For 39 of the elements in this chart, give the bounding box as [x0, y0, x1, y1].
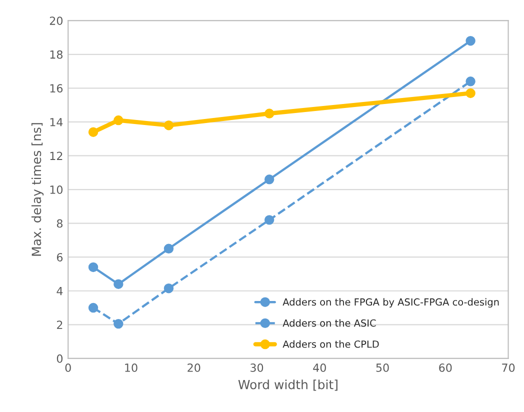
x-tick-label: 70	[502, 363, 515, 372]
point	[164, 244, 174, 254]
point	[88, 127, 98, 137]
point	[114, 279, 124, 289]
x-tick-label: 50	[376, 363, 389, 372]
y-tick-label: 12	[50, 152, 62, 160]
y-tick-label: 20	[50, 16, 63, 25]
point	[114, 318, 124, 329]
point	[264, 108, 274, 118]
y-tick-label: 18	[50, 50, 62, 59]
point	[264, 174, 274, 184]
legend-label: Adders on the FPGA by ASIC-FPGA co-design	[282, 298, 499, 308]
point	[466, 88, 476, 98]
point	[164, 120, 174, 130]
y-tick-label: 10	[50, 185, 63, 194]
x-axis-title: Word width [bit]	[238, 380, 338, 391]
x-tick-label: 30	[250, 363, 264, 372]
y-tick-label: 0	[56, 354, 63, 363]
x-tick-label: 20	[188, 363, 200, 372]
point	[466, 36, 476, 46]
point	[264, 215, 274, 225]
x-tick-label: 40	[313, 363, 326, 372]
y-tick-label: 6	[56, 253, 63, 262]
y-tick-label: 4	[56, 286, 63, 296]
y-tick-label: 14	[50, 118, 63, 126]
point	[114, 115, 124, 126]
x-tick-label: 10	[125, 363, 138, 372]
point	[164, 283, 174, 294]
legend-label: Adders on the CPLD	[282, 340, 379, 348]
y-tick-label: 2	[57, 320, 62, 329]
x-tick-label: 60	[439, 363, 452, 372]
point	[88, 302, 98, 313]
x-tick-label: 0	[65, 363, 71, 372]
point	[88, 262, 98, 272]
legend-label: Adders on the ASIC	[282, 319, 376, 327]
y-axis-title: Max. delay times [ns]	[31, 123, 44, 256]
y-tick-label: 8	[56, 219, 62, 228]
point	[466, 76, 476, 86]
y-tick-label: 16	[50, 84, 63, 93]
